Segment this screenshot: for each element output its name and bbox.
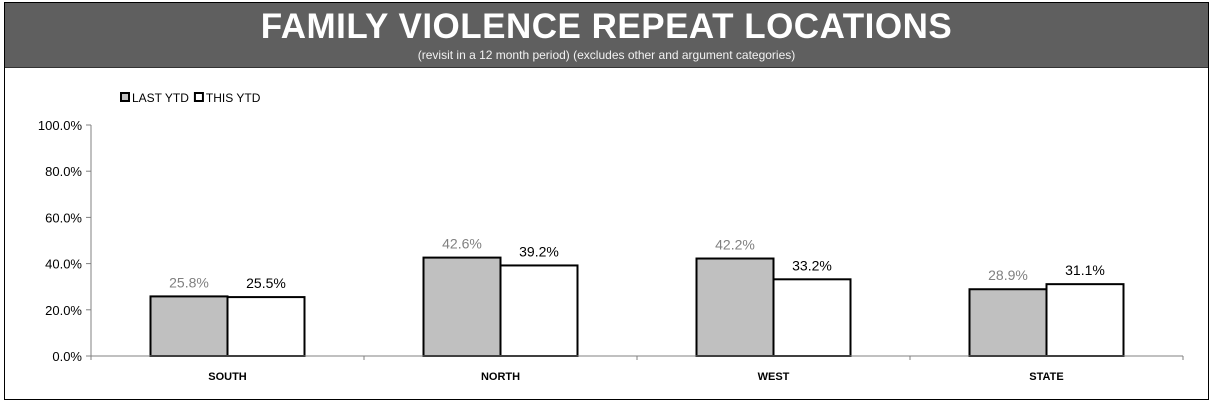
legend-label: THIS YTD — [206, 91, 261, 105]
bar-this-ytd-state — [1045, 283, 1125, 357]
y-tick-label: 0.0% — [52, 349, 82, 364]
y-tick-label: 80.0% — [45, 164, 82, 179]
legend-label: LAST YTD — [132, 91, 189, 105]
data-label: 33.2% — [792, 257, 832, 273]
data-label: 39.2% — [519, 243, 559, 259]
data-label: 28.9% — [988, 267, 1028, 283]
legend-swatch — [193, 92, 204, 102]
x-tick-label: NORTH — [481, 371, 520, 383]
title-banner: FAMILY VIOLENCE REPEAT LOCATIONS (revisi… — [5, 3, 1208, 68]
y-tick-label: 40.0% — [45, 257, 82, 272]
bar-last-ytd-state — [968, 288, 1048, 357]
data-label: 42.2% — [715, 237, 755, 253]
bar-last-ytd-north — [422, 256, 502, 357]
chart-subtitle: (revisit in a 12 month period) (excludes… — [417, 48, 796, 62]
x-tick-label: SOUTH — [208, 371, 247, 383]
legend-swatch — [120, 92, 130, 102]
bar-this-ytd-south — [226, 296, 306, 357]
chart-title: FAMILY VIOLENCE REPEAT LOCATIONS — [260, 7, 953, 46]
data-label: 25.8% — [169, 274, 209, 290]
data-label: 25.5% — [246, 275, 286, 291]
bar-this-ytd-west — [772, 278, 852, 358]
data-label: 31.1% — [1065, 262, 1105, 278]
bar-this-ytd-north — [499, 264, 579, 357]
bar-last-ytd-south — [149, 295, 229, 358]
x-tick-label: WEST — [758, 371, 790, 383]
x-tick-label: STATE — [1029, 371, 1063, 383]
y-tick-label: 60.0% — [45, 210, 82, 225]
data-label: 42.6% — [442, 236, 482, 252]
bar-last-ytd-west — [695, 257, 775, 358]
y-tick-label: 100.0% — [38, 118, 83, 133]
y-tick-label: 20.0% — [45, 303, 82, 318]
